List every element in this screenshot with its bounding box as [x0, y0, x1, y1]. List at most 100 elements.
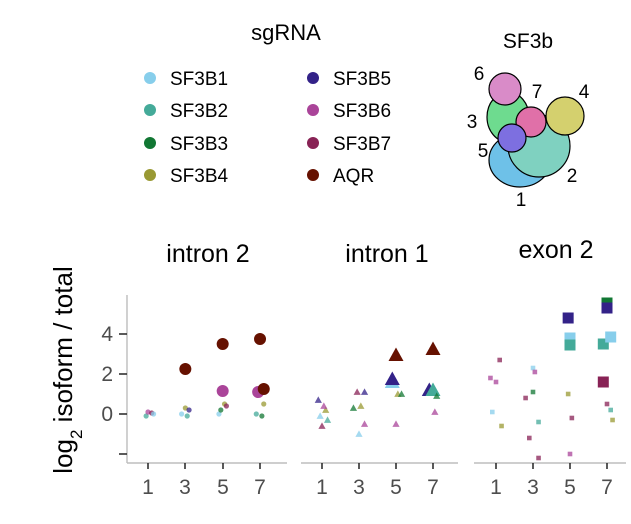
data-point-sf3b1	[530, 365, 536, 371]
legend-label-sf3b7: SF3B7	[333, 134, 391, 155]
x-tick-label-1: 1	[316, 476, 328, 499]
data-point-sf3b4	[357, 402, 365, 409]
subunit-2-label: 2	[567, 166, 578, 187]
legend-key-sf3b7	[307, 137, 319, 149]
data-point-sf3b7	[497, 357, 502, 363]
data-point-aqr	[257, 383, 270, 395]
legend-label-sf3b2: SF3B2	[170, 101, 228, 122]
y-axis-label-main: log	[48, 439, 78, 474]
panel-intron-1: intron 1 1 3 5 7	[301, 240, 458, 499]
x-tick-label-5: 5	[217, 476, 229, 499]
data-points	[488, 297, 617, 461]
legend-label-sf3b1: SF3B1	[170, 69, 228, 90]
data-point-sf3b5	[601, 302, 613, 314]
y-tick-label-2: 2	[101, 363, 113, 386]
data-points	[143, 333, 270, 419]
subunit-6-label: 6	[474, 64, 485, 85]
data-point-sf3b3	[530, 389, 536, 395]
data-point-sf3b4	[499, 423, 504, 429]
subunit-6-shape	[488, 72, 522, 106]
data-point-aqr	[216, 338, 229, 350]
y-axis-label-rest: isoform / total	[48, 266, 78, 429]
y-tick-label-0: 0	[101, 403, 113, 426]
data-point-sf3b7	[569, 415, 575, 421]
x-ticks: 1 3 5 7	[316, 463, 439, 499]
data-point-sf3b2	[184, 413, 190, 419]
data-point-sf3b7	[604, 401, 610, 407]
panel-title: intron 2	[166, 240, 249, 268]
data-point-aqr	[388, 347, 404, 361]
data-point-sf3b7	[318, 422, 326, 429]
data-point-sf3b7	[527, 435, 532, 441]
data-point-sf3b6	[488, 375, 493, 381]
legend-label-aqr: AQR	[333, 166, 374, 187]
data-point-sf3b5	[360, 388, 369, 395]
legend-key-sf3b5	[307, 72, 319, 84]
x-tick-label-7: 7	[254, 476, 266, 499]
legend-key-sf3b2	[144, 104, 156, 116]
x-ticks: 1 3 5 7	[142, 463, 266, 499]
subunit-1-label: 1	[516, 190, 527, 211]
data-point-sf3b1	[179, 411, 185, 417]
data-point-sf3b2	[597, 338, 609, 350]
panel-title: intron 1	[345, 240, 428, 268]
data-point-sf3b6	[493, 379, 499, 385]
x-tick-label-5: 5	[390, 476, 402, 499]
data-point-sf3b3	[433, 392, 441, 399]
panel-title: exon 2	[518, 236, 593, 264]
data-point-sf3b4	[261, 401, 267, 407]
data-point-aqr	[425, 341, 441, 355]
panel-exon-2: exon 2 1 3 5 7	[474, 236, 626, 499]
data-point-sf3b6	[392, 420, 400, 427]
data-point-sf3b7	[536, 455, 541, 461]
legend-key-sf3b3	[144, 137, 156, 149]
y-axis: 4 2 0	[101, 295, 128, 463]
data-point-sf3b2	[143, 413, 149, 419]
data-point-sf3b2	[608, 407, 613, 413]
data-point-sf3b3	[259, 413, 265, 419]
data-point-sf3b2	[536, 419, 541, 425]
x-tick-label-3: 3	[179, 476, 191, 499]
data-point-sf3b6	[360, 420, 369, 427]
data-point-sf3b1	[316, 412, 324, 419]
data-point-sf3b2	[323, 416, 332, 423]
x-tick-label-7: 7	[427, 476, 439, 499]
data-point-sf3b1	[605, 331, 617, 343]
data-point-sf3b3	[218, 407, 224, 413]
data-point-sf3b6	[216, 385, 229, 397]
data-point-sf3b2	[253, 411, 259, 417]
x-tick-label-7: 7	[601, 476, 613, 499]
data-point-sf3b6	[320, 402, 328, 409]
data-point-sf3b2	[564, 339, 576, 351]
legend-label-sf3b4: SF3B4	[170, 166, 229, 187]
data-point-sf3b5	[384, 371, 400, 385]
legend-key-sf3b4	[144, 169, 156, 181]
data-point-sf3b7	[223, 403, 230, 409]
data-point-sf3b5	[186, 407, 192, 413]
legend-key-sf3b1	[144, 72, 156, 84]
data-point-sf3b7	[353, 388, 361, 395]
data-point-sf3b4	[322, 406, 330, 413]
data-point-sf3b7	[523, 395, 528, 401]
x-tick-label-1: 1	[142, 476, 154, 499]
y-axis-label-subscript: 2	[67, 430, 86, 439]
data-point-sf3b3	[349, 404, 358, 411]
x-tick-label-5: 5	[564, 476, 576, 499]
data-point-sf3b4	[565, 391, 571, 397]
legend-key-aqr	[307, 169, 319, 181]
data-point-sf3b7	[597, 376, 609, 388]
data-point-sf3b3	[397, 390, 406, 397]
legend-label-sf3b3: SF3B3	[170, 134, 228, 155]
data-point-sf3b1	[564, 332, 576, 344]
data-point-sf3b4	[610, 417, 615, 423]
subunit-5-shape	[497, 123, 527, 153]
data-point-sf3b6	[532, 369, 538, 375]
legend-label-sf3b6: SF3B6	[333, 101, 391, 122]
data-point-sf3b6	[431, 408, 439, 415]
data-point-sf3b1	[151, 411, 157, 417]
complex-title: SF3b	[503, 30, 553, 53]
data-point-sf3b5	[562, 312, 574, 324]
legend-label-sf3b5: SF3B5	[333, 69, 391, 90]
y-tick-label-4: 4	[101, 323, 113, 346]
